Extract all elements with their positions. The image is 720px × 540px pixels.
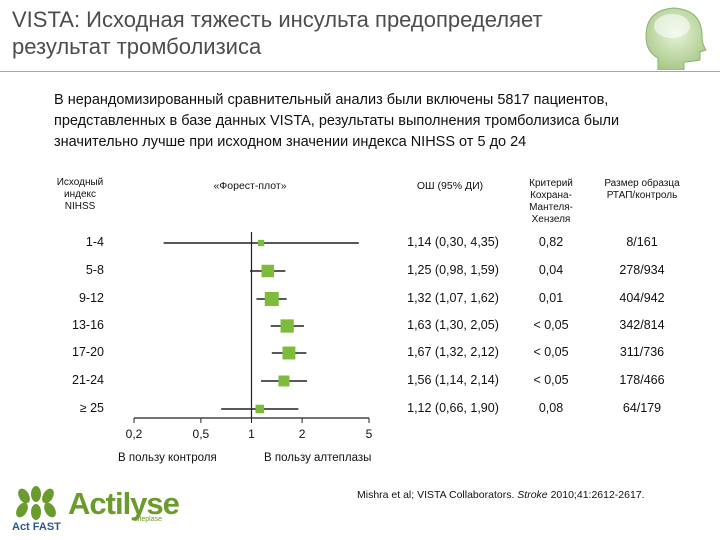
cmh-value-cell: < 0,05 (533, 318, 569, 332)
row-label: 9-12 (78, 291, 104, 305)
odds-ratio-cell: 1,32 (1,07, 1,62) (407, 291, 499, 305)
cmh-value-cell: 0,08 (538, 401, 564, 415)
effect-marker (255, 404, 265, 414)
effect-marker (278, 375, 290, 387)
citation: Mishra et al; VISTA Collaborators. Strok… (357, 489, 645, 501)
cmh-value-cell: < 0,05 (533, 345, 569, 359)
odds-ratio-cell: 1,25 (0,98, 1,59) (407, 263, 499, 277)
sample-size-cell: 342/814 (619, 318, 665, 332)
odds-ratio-cell: 1,67 (1,32, 2,12) (407, 345, 499, 359)
row-label: 5-8 (85, 263, 104, 277)
row-label: 1-4 (85, 235, 104, 249)
cmh-value-cell: 0,01 (538, 291, 564, 305)
sample-size-cell: 64/179 (622, 401, 662, 415)
header-forest-plot: «Форест-плот» (213, 180, 287, 192)
title-divider (0, 71, 720, 72)
header-nihss: Исходный индекс NIHSS (56, 177, 104, 212)
axis-left-label: В пользу контроля (118, 452, 217, 464)
cmh-value-cell: 0,82 (538, 235, 564, 249)
odds-ratio-cell: 1,14 (0,30, 4,35) (407, 235, 499, 249)
x-tick-label: 0,2 (126, 427, 143, 441)
odds-ratio-cell: 1,56 (1,14, 2,14) (407, 373, 499, 387)
row-label: 17-20 (72, 345, 104, 359)
citation-journal: Stroke (517, 489, 548, 501)
sample-size-cell: 8/161 (626, 235, 658, 249)
brand-tagline: Act FAST (12, 521, 61, 533)
actilyse-logo: Actilyse alteplase Act FAST (10, 486, 180, 538)
header-odds-ratio: ОШ (95% ДИ) (416, 180, 484, 192)
axis-right-label: В пользу алтеплазы (264, 452, 372, 464)
intro-text: В нерандомизированный сравнительный анал… (54, 92, 620, 150)
sample-size-cell: 278/934 (619, 263, 665, 277)
x-tick-label: 5 (366, 427, 373, 441)
head-silhouette-icon (645, 7, 707, 70)
effect-marker (261, 264, 275, 278)
x-tick-label: 1 (248, 427, 255, 441)
x-tick-label: 0,5 (193, 427, 210, 441)
effect-marker (264, 292, 279, 306)
effect-marker (257, 239, 265, 247)
sample-size-cell: 311/736 (619, 345, 665, 359)
header-sample-size: Размер образца РТАП/контроль (604, 178, 680, 201)
cmh-value-cell: 0,04 (538, 263, 564, 277)
sample-size-cell: 178/466 (619, 373, 665, 387)
header-cmh: Критерий Кохрана-Мантеля-Хензеля (529, 178, 573, 225)
odds-ratio-cell: 1,12 (0,66, 1,90) (407, 401, 499, 415)
slide-title: VISTA: Исходная тяжесть инсульта предопр… (12, 7, 543, 59)
row-label: 21-24 (72, 373, 104, 387)
brand-sub: alteplase (134, 516, 163, 523)
brand-name: Actilyse (68, 486, 180, 521)
sample-size-cell: 404/942 (619, 291, 665, 305)
citation-details: 2010;41:2612-2617. (547, 489, 645, 501)
cmh-value-cell: < 0,05 (533, 373, 569, 387)
row-label: ≥ 25 (79, 401, 104, 415)
row-label: 13-16 (72, 318, 104, 332)
citation-authors: Mishra et al; VISTA Collaborators. (357, 489, 518, 501)
effect-marker (280, 319, 294, 333)
effect-marker (282, 346, 296, 360)
odds-ratio-cell: 1,63 (1,30, 2,05) (407, 318, 499, 332)
actilyse-emblem-icon (16, 486, 56, 520)
x-tick-label: 2 (299, 427, 306, 441)
